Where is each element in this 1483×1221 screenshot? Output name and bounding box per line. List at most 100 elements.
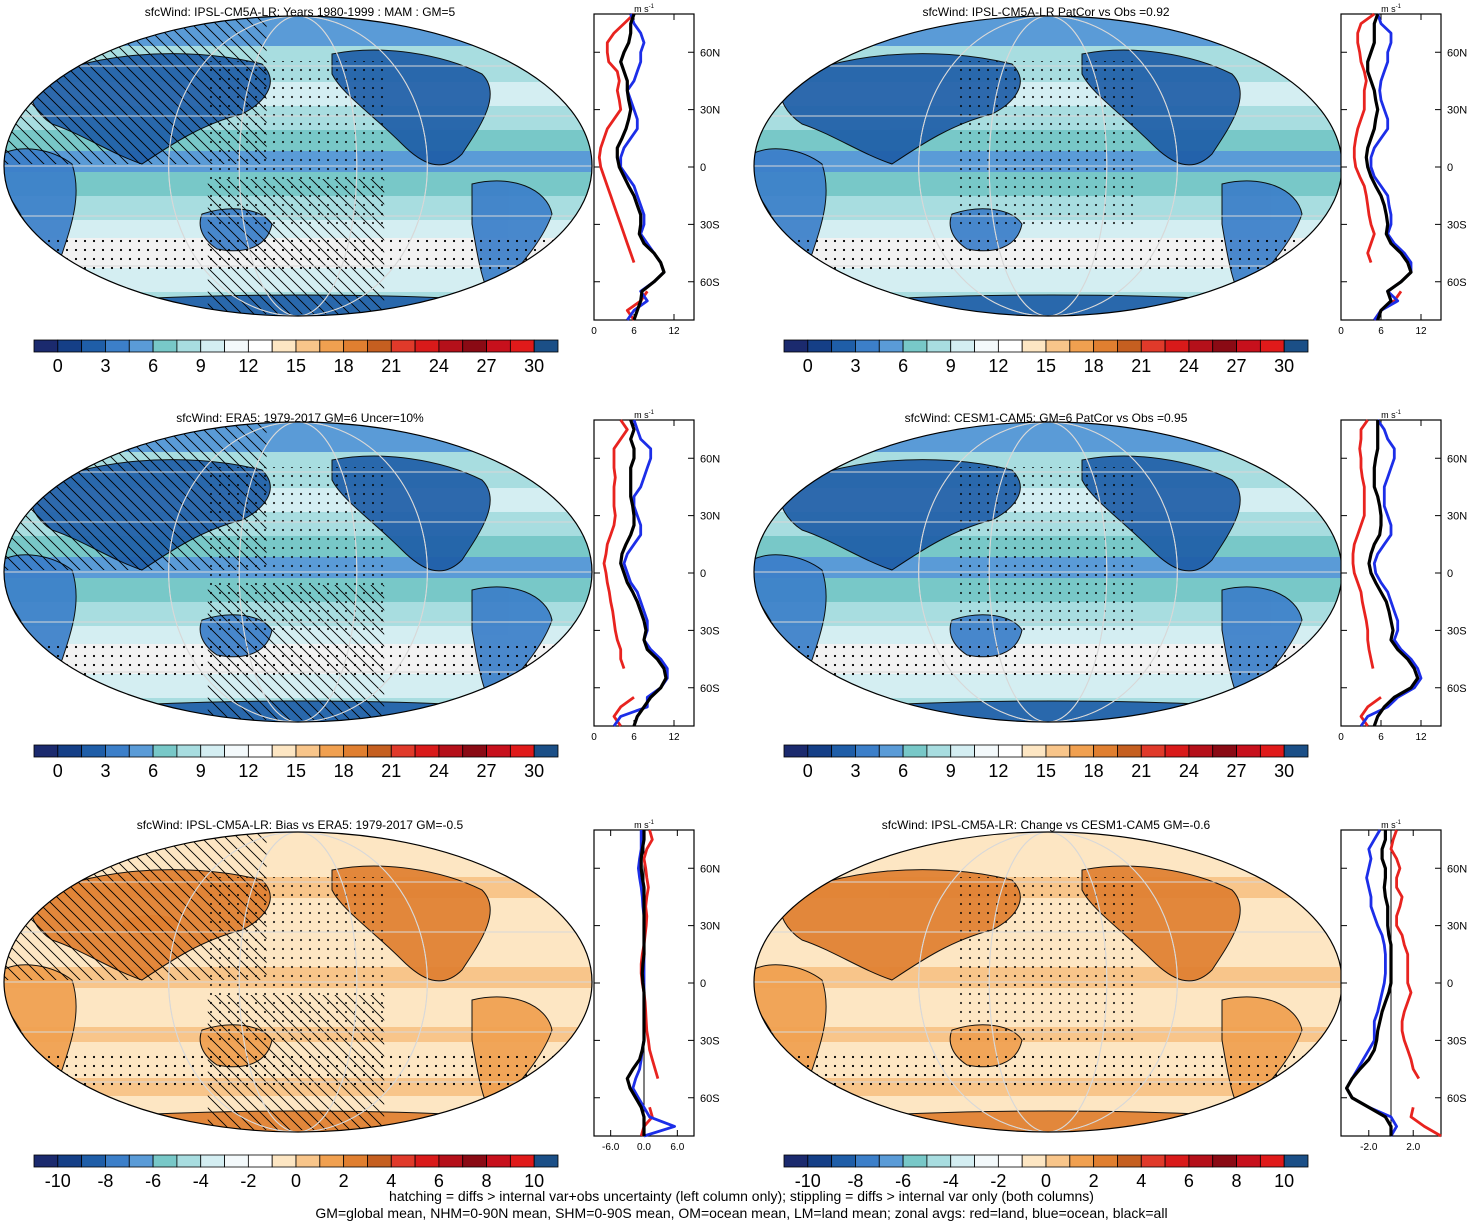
- colorbar-swatch: [128, 339, 154, 353]
- world-map: [753, 831, 1343, 1133]
- colorbar-tick-label: -8: [847, 1171, 863, 1191]
- x-tick-label: 12: [668, 326, 680, 337]
- colorbar-swatch: [33, 744, 59, 758]
- colorbar-swatch: [1069, 339, 1095, 353]
- zonal-unit-label: m s-1: [1381, 4, 1401, 14]
- colorbar-swatch: [855, 339, 880, 353]
- colorbar-swatch: [390, 1154, 416, 1168]
- colorbar-swatch: [438, 744, 464, 758]
- x-tick-label: 2.0: [1406, 1142, 1420, 1153]
- colorbar-swatch: [1212, 339, 1237, 353]
- world-map: [753, 15, 1343, 317]
- colorbar-swatch: [343, 1154, 368, 1168]
- colorbar-tick-label: 9: [946, 356, 956, 376]
- colorbar-swatch: [1236, 744, 1261, 758]
- colorbar-swatch: [533, 1154, 559, 1168]
- colorbar-swatch: [878, 339, 904, 353]
- zonal-unit-label: m s-1: [1381, 410, 1401, 420]
- x-tick-label: 6: [631, 326, 637, 337]
- colorbar-swatch: [295, 1154, 321, 1168]
- colorbar-swatch: [1045, 339, 1071, 353]
- colorbar-swatch: [319, 1154, 345, 1168]
- colorbar-swatch: [152, 744, 178, 758]
- colorbar-swatch: [462, 339, 487, 353]
- colorbar-swatch: [343, 339, 368, 353]
- colorbar-swatch: [1021, 744, 1047, 758]
- zonal-mean-plot: m s-1 60N 30N 0 30S 60S -2.0 2.0: [1340, 820, 1467, 1153]
- colorbar-swatch: [1140, 1154, 1166, 1168]
- colorbar-swatch: [319, 744, 345, 758]
- lat-tick-label: 30S: [700, 625, 720, 637]
- colorbar-swatch: [33, 339, 59, 353]
- zonal-series-all: [615, 13, 666, 321]
- colorbar-swatch: [1188, 339, 1214, 353]
- colorbar-swatch: [807, 339, 833, 353]
- colorbar-swatch: [878, 1154, 904, 1168]
- x-tick-label: 0.0: [637, 1142, 651, 1153]
- colorbar-swatch: [902, 1154, 928, 1168]
- colorbar-tick-label: 12: [988, 356, 1008, 376]
- colorbar-swatch: [176, 339, 202, 353]
- colorbar-swatch: [1140, 744, 1166, 758]
- colorbar-swatch: [462, 1154, 487, 1168]
- colorbar-swatch: [1283, 744, 1309, 758]
- colorbar-tick-label: 30: [1274, 761, 1294, 781]
- colorbar-tick-label: 12: [988, 761, 1008, 781]
- x-tick-label: 0: [1338, 732, 1344, 743]
- footer-line-2: GM=global mean, NHM=0-90N mean, SHM=0-90…: [315, 1205, 1168, 1221]
- zonal-series-all: [625, 830, 646, 1136]
- colorbar-swatch: [1093, 1154, 1118, 1168]
- colorbar-swatch: [295, 339, 321, 353]
- colorbar-tick-label: 0: [291, 1171, 301, 1191]
- zonal-unit-label: m s-1: [634, 820, 654, 830]
- colorbar-tick-label: -4: [943, 1171, 959, 1191]
- colorbar-swatch: [926, 1154, 952, 1168]
- zonal-series-ocean: [1359, 419, 1423, 727]
- lat-tick-label: 60S: [1447, 1093, 1467, 1105]
- colorbar-swatch: [105, 744, 130, 758]
- colorbar-swatch: [1117, 744, 1142, 758]
- colorbar-tick-label: 27: [1227, 356, 1247, 376]
- colorbar-swatch: [1021, 339, 1047, 353]
- lat-tick-label: 60S: [1447, 277, 1467, 289]
- colorbar-swatch: [855, 744, 880, 758]
- colorbar-tick-label: 27: [477, 356, 497, 376]
- colorbar-swatch: [128, 1154, 154, 1168]
- colorbar-tick-label: 2: [339, 1171, 349, 1191]
- colorbar-swatch: [390, 339, 416, 353]
- colorbar: 0 3 6 9 12 15 18 21 24 27 30: [783, 339, 1309, 376]
- colorbar-swatch: [200, 744, 225, 758]
- colorbar-tick-label: 2: [1089, 1171, 1099, 1191]
- colorbar-swatch: [997, 339, 1023, 353]
- zonal-mean-plot: m s-1 60N 30N 0 30S 60S 0 6 12: [1338, 410, 1467, 743]
- lat-tick-label: 60S: [700, 277, 720, 289]
- colorbar-tick-label: 15: [286, 356, 306, 376]
- lat-tick-label: 0: [700, 568, 706, 580]
- colorbar-swatch: [950, 339, 975, 353]
- colorbar-swatch: [438, 339, 464, 353]
- colorbar-swatch: [1283, 339, 1309, 353]
- colorbar-tick-label: 12: [238, 761, 258, 781]
- colorbar-swatch: [486, 339, 511, 353]
- zonal-unit-label: m s-1: [1381, 820, 1401, 830]
- colorbar-tick-label: 24: [1179, 356, 1199, 376]
- colorbar-tick-label: 10: [524, 1171, 544, 1191]
- colorbar-swatch: [1045, 744, 1071, 758]
- colorbar-tick-label: 0: [1041, 1171, 1051, 1191]
- colorbar-swatch: [367, 744, 392, 758]
- colorbar-swatch: [878, 744, 904, 758]
- colorbar-swatch: [1045, 1154, 1071, 1168]
- colorbar-swatch: [783, 744, 809, 758]
- colorbar-swatch: [509, 744, 535, 758]
- zonal-series-all: [1345, 830, 1393, 1136]
- colorbar: 0 3 6 9 12 15 18 21 24 27 30: [33, 339, 559, 376]
- colorbar-swatch: [247, 339, 273, 353]
- lat-tick-label: 60S: [700, 683, 720, 695]
- lat-tick-label: 0: [1447, 162, 1453, 174]
- zonal-mean-plot: m s-1 60N 30N 0 30S 60S 0 6 12: [591, 410, 720, 743]
- colorbar-swatch: [1021, 1154, 1047, 1168]
- x-tick-label: 0: [591, 326, 597, 337]
- colorbar-tick-label: -8: [97, 1171, 113, 1191]
- colorbar-tick-label: -10: [45, 1171, 71, 1191]
- colorbar-tick-label: 21: [1131, 761, 1151, 781]
